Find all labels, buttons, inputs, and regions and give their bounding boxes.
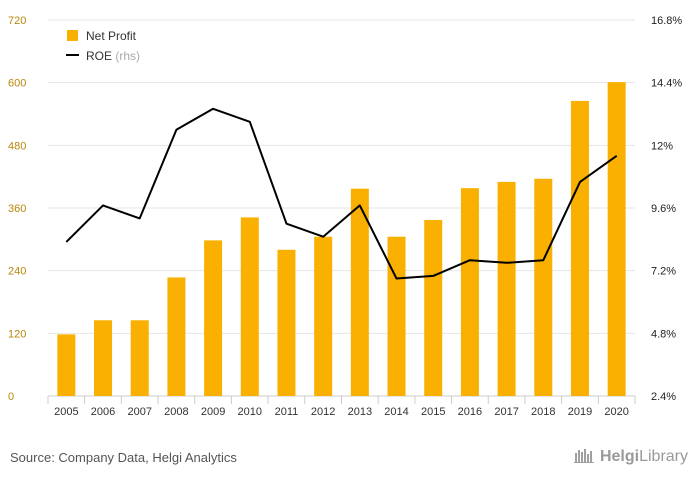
- brand-logo[interactable]: HelgiLibrary: [573, 447, 688, 466]
- line-roe: [65, 107, 618, 280]
- legend-label-net-profit: Net Profit: [86, 29, 137, 43]
- bar-net-profit: [57, 334, 76, 396]
- bar-net-profit: [534, 178, 553, 396]
- x-tick-label: 2017: [494, 406, 518, 418]
- x-tick-label: 2011: [275, 406, 299, 418]
- bar-net-profit: [130, 320, 149, 396]
- x-tick-label: 2020: [604, 406, 628, 418]
- y-left-tick-label: 240: [8, 266, 26, 278]
- y-right-tick-label: 4.8%: [651, 328, 676, 340]
- bar-net-profit: [350, 188, 369, 396]
- bar-net-profit: [204, 240, 223, 396]
- bar-net-profit: [497, 181, 516, 396]
- library-icon: [573, 449, 594, 463]
- bar-net-profit: [277, 249, 296, 396]
- legend-label-roe: ROE (rhs): [86, 49, 140, 63]
- x-tick-label: 2007: [127, 406, 151, 418]
- x-tick-label: 2016: [458, 406, 482, 418]
- bar-net-profit: [314, 236, 333, 396]
- bar-net-profit: [607, 82, 626, 397]
- y-left-tick-label: 600: [8, 78, 26, 90]
- bar-net-profit: [570, 100, 589, 396]
- x-tick-label: 2019: [568, 406, 592, 418]
- y-right-tick-label: 7.2%: [651, 266, 676, 278]
- x-tick-label: 2006: [91, 406, 115, 418]
- bar-net-profit: [387, 236, 406, 396]
- x-tick-label: 2009: [201, 406, 225, 418]
- brand-name-light: Library: [639, 448, 688, 465]
- legend-label-roe-suffix: (rhs): [115, 49, 140, 63]
- source-note: Source: Company Data, Helgi Analytics: [10, 450, 237, 465]
- y-right-tick-label: 16.8%: [651, 15, 682, 27]
- x-tick-label: 2014: [384, 406, 408, 418]
- y-left-tick-label: 720: [8, 15, 26, 27]
- x-tick-label: 2010: [238, 406, 262, 418]
- bar-net-profit: [167, 277, 186, 396]
- y-right-tick-label: 12%: [651, 140, 673, 152]
- brand-name-bold: Helgi: [599, 448, 640, 465]
- x-tick-label: 2005: [54, 406, 78, 418]
- y-left-tick-label: 120: [8, 328, 26, 340]
- x-tick-label: 2018: [531, 406, 555, 418]
- x-tick-label: 2012: [311, 406, 335, 418]
- bar-net-profit: [424, 220, 443, 396]
- bar-net-profit: [240, 217, 259, 396]
- bar-net-profit: [94, 320, 113, 396]
- y-left-tick-label: 480: [8, 140, 26, 152]
- bar-net-profit: [460, 188, 479, 396]
- legend-swatch-net-profit: [67, 30, 78, 41]
- y-right-tick-label: 2.4%: [651, 391, 676, 403]
- y-right-tick-label: 9.6%: [651, 203, 676, 215]
- y-right-tick-label: 14.4%: [651, 78, 682, 90]
- chart-svg: 0 2.4% 120 4.8% 240 7.2% 360 9.6% 480 12% 600 14.4%…: [8, 15, 682, 418]
- y-left-tick-label: 360: [8, 203, 26, 215]
- x-tick-label: 2008: [164, 406, 188, 418]
- y-left-tick-label: 0: [8, 391, 14, 403]
- x-tick-label: 2015: [421, 406, 445, 418]
- x-tick-label: 2013: [348, 406, 372, 418]
